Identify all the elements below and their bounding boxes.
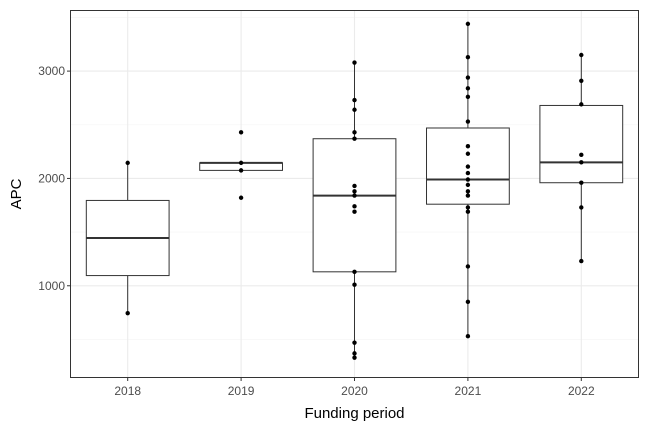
data-point: [465, 264, 471, 269]
data-point: [352, 183, 357, 189]
data-point: [465, 164, 471, 169]
x-tick-label: 2020: [341, 384, 368, 398]
data-point: [352, 193, 357, 198]
data-point: [352, 355, 357, 360]
x-tick-label: 2018: [114, 384, 141, 398]
data-point: [125, 160, 130, 166]
data-point: [579, 258, 584, 264]
data-point: [465, 299, 471, 305]
x-axis-title: Funding period: [304, 405, 404, 422]
x-tick-label: 2019: [228, 384, 255, 398]
y-tick-label: 1000: [38, 279, 65, 293]
box-body: [539, 104, 624, 184]
data-point: [352, 189, 357, 194]
data-point: [465, 209, 471, 214]
data-point: [465, 170, 471, 176]
data-point: [352, 130, 357, 135]
data-point: [352, 269, 357, 275]
data-point: [579, 152, 584, 158]
axis-layer: 1000 2000 3000 2018 2019 2020 2021 2022: [38, 64, 595, 398]
data-point: [352, 209, 357, 214]
data-point: [465, 151, 471, 156]
data-point: [465, 334, 471, 339]
data-point: [465, 86, 471, 91]
data-point: [238, 168, 244, 173]
x-tick-label: 2022: [568, 384, 595, 398]
box-2022: [539, 55, 624, 262]
data-point: [352, 351, 357, 356]
x-tick-label: 2021: [455, 384, 482, 398]
data-point: [465, 182, 471, 188]
data-point: [465, 94, 471, 100]
y-tick-label: 2000: [38, 171, 65, 185]
data-point: [465, 205, 471, 210]
data-point: [579, 52, 584, 58]
y-axis-title: APC: [8, 178, 25, 209]
data-point: [465, 75, 471, 80]
data-point: [465, 144, 471, 149]
data-point: [238, 160, 244, 166]
data-point: [465, 21, 471, 27]
data-point: [579, 205, 584, 210]
data-point: [579, 160, 584, 165]
data-point: [352, 60, 357, 65]
data-point: [238, 130, 244, 135]
box-layer: [85, 23, 624, 358]
data-point: [352, 340, 357, 345]
box-2018: [85, 162, 170, 314]
data-point: [352, 282, 357, 287]
data-point: [579, 78, 584, 83]
data-point: [352, 204, 357, 209]
data-point: [238, 195, 244, 200]
data-point: [465, 189, 471, 194]
data-point: [465, 119, 471, 124]
data-point: [579, 102, 584, 107]
data-point: [465, 193, 471, 198]
data-point: [125, 310, 130, 316]
data-point: [465, 54, 471, 60]
data-point: [352, 136, 357, 141]
data-point: [352, 107, 357, 112]
data-point: [352, 97, 357, 103]
y-tick-label: 3000: [38, 64, 65, 78]
data-point: [465, 177, 471, 182]
data-point: [579, 180, 584, 185]
point-layer: [125, 21, 584, 360]
